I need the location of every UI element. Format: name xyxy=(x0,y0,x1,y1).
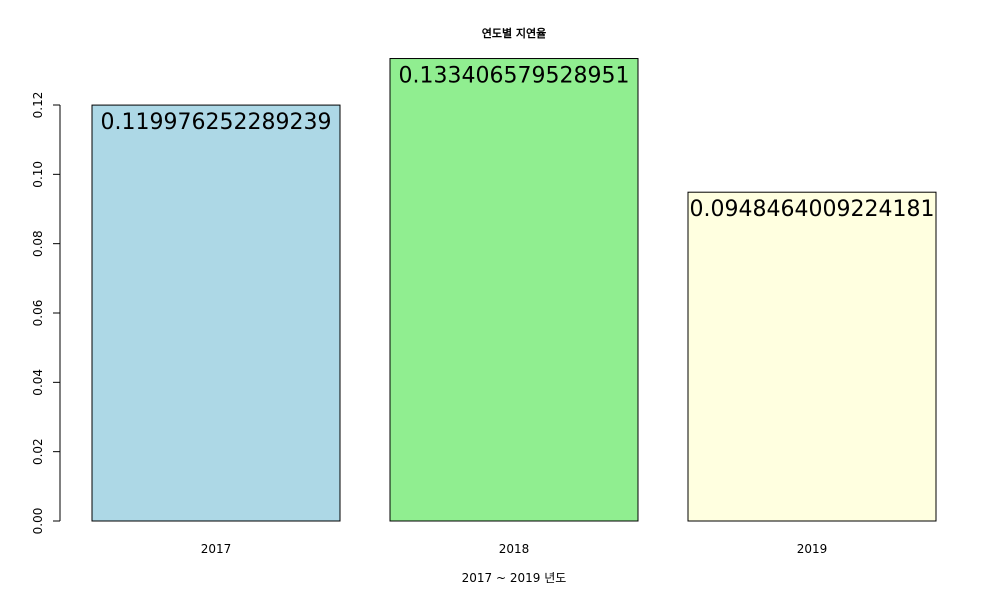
data-label-2017: 0.119976252289239 xyxy=(101,110,332,135)
data-label-2018: 0.133406579528951 xyxy=(399,64,630,89)
bar-2018 xyxy=(389,58,639,522)
y-axis: 0.00 0.02 0.04 0.06 0.08 0.10 0.12 xyxy=(31,92,61,535)
bars: 0.119976252289239 0.133406579528951 0.0948… xyxy=(91,58,937,522)
x-tick-label-2017: 2017 xyxy=(201,542,232,556)
y-tick-label: 0.12 xyxy=(31,92,45,119)
y-tick-label: 0.04 xyxy=(31,369,45,396)
x-tick-labels: 2017 2018 2019 xyxy=(201,542,828,556)
y-tick-label: 0.10 xyxy=(31,161,45,188)
x-tick-label-2019: 2019 xyxy=(797,542,828,556)
y-tick-label: 0.00 xyxy=(31,508,45,535)
x-axis-label: 2017 ~ 2019 년도 xyxy=(462,571,567,585)
chart-title: 연도별 지연율 xyxy=(482,26,547,40)
bar-2017 xyxy=(91,104,341,522)
data-label-2019: 0.0948464009224181 xyxy=(690,197,935,222)
y-tick-label: 0.06 xyxy=(31,300,45,327)
bar-2019 xyxy=(687,191,937,522)
y-tick-label: 0.08 xyxy=(31,230,45,257)
y-tick-label: 0.02 xyxy=(31,438,45,465)
x-tick-label-2018: 2018 xyxy=(499,542,530,556)
